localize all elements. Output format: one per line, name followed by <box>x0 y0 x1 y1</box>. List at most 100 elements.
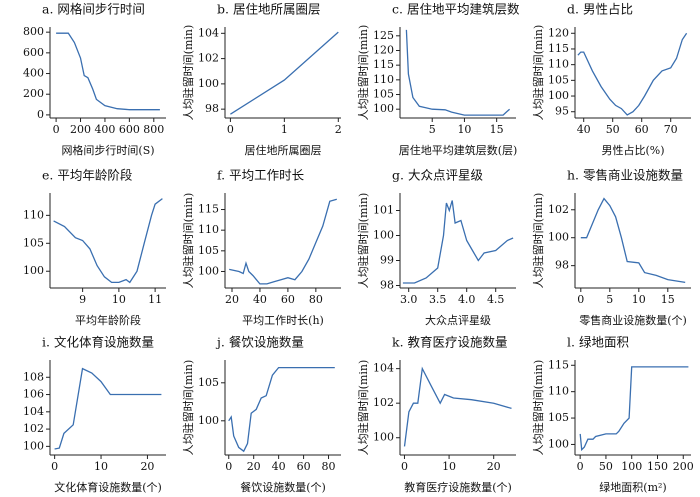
panel-title: j. 餐饮设施数量 <box>215 335 304 350</box>
x-axis-label: 餐饮设施数量(个) <box>240 480 326 494</box>
x-tick-label: 80 <box>322 460 336 473</box>
x-tick-label: 4.5 <box>487 293 505 306</box>
y-tick-label: 106 <box>23 388 44 401</box>
y-tick-label: 120 <box>373 43 394 56</box>
panel-title: g. 大众点评星级 <box>392 168 483 183</box>
x-tick-label: 9 <box>79 293 86 306</box>
y-tick-label: 105 <box>23 236 44 249</box>
line <box>402 200 514 284</box>
line <box>577 32 688 116</box>
y-tick-label: 105 <box>373 88 394 101</box>
x-tick-label: 11 <box>148 293 162 306</box>
x-tick-label: 50 <box>599 460 613 473</box>
y-tick-label: 104 <box>198 26 219 39</box>
x-tick-label: 4.0 <box>458 293 476 306</box>
panel-title: k. 教育医疗设施数量 <box>392 335 508 350</box>
y-tick-label: 99 <box>380 254 394 267</box>
y-tick-label: 104 <box>373 362 394 375</box>
x-tick-label: 800 <box>143 123 164 136</box>
panel-title: l. 绿地面积 <box>567 335 629 350</box>
panel-title: b. 居住地所属圈层 <box>217 2 320 17</box>
x-axis-label: 教育医疗设施数量(个) <box>404 480 512 494</box>
x-axis-label: 居住地平均建筑层数(层) <box>399 143 518 157</box>
y-tick-label: 110 <box>548 58 569 71</box>
x-tick-label: 5 <box>606 293 613 306</box>
y-tick-label: 800 <box>23 25 44 38</box>
x-tick-label: 20 <box>487 460 501 473</box>
x-axis-label: 男性占比(%) <box>601 143 664 157</box>
x-tick-label: 10 <box>442 460 456 473</box>
y-tick-label: 115 <box>548 42 569 55</box>
y-tick-label: 105 <box>198 244 219 257</box>
panel-title: i. 文化体育设施数量 <box>42 335 154 350</box>
x-tick-label: 200 <box>70 123 91 136</box>
y-tick-label: 105 <box>548 411 569 424</box>
y-tick-label: 105 <box>548 73 569 86</box>
x-tick-label: 0 <box>51 460 58 473</box>
y-axis-label: 人均驻留时间(min) <box>181 25 195 121</box>
line <box>229 198 337 285</box>
y-tick-label: 102 <box>198 52 219 65</box>
y-tick-label: 600 <box>23 46 44 59</box>
line <box>230 31 339 115</box>
y-tick-label: 100 <box>548 89 569 102</box>
y-axis-label: 人均驻留时间(min) <box>181 193 195 289</box>
x-tick-label: 15 <box>661 293 675 306</box>
y-tick-label: 110 <box>198 223 219 236</box>
y-tick-label: 102 <box>548 203 569 216</box>
x-tick-label: 0 <box>227 123 234 136</box>
y-tick-label: 98 <box>205 102 219 115</box>
y-tick-label: 110 <box>23 208 44 221</box>
line <box>580 197 686 284</box>
y-tick-label: 100 <box>548 437 569 450</box>
y-tick-label: 98 <box>555 259 569 272</box>
y-axis-label: 人均驻留时间(min) <box>181 360 195 456</box>
line <box>405 29 511 116</box>
y-tick-label: 100 <box>373 102 394 115</box>
x-tick-label: 0 <box>577 293 584 306</box>
x-tick-label: 150 <box>647 460 668 473</box>
y-tick-label: 120 <box>548 26 569 39</box>
x-tick-label: 0 <box>53 123 60 136</box>
y-tick-label: 115 <box>373 58 394 71</box>
x-axis-label: 平均工作时长(h) <box>242 314 324 327</box>
x-tick-label: 10 <box>632 293 646 306</box>
y-tick-label: 108 <box>23 370 44 383</box>
y-tick-label: 98 <box>380 279 394 292</box>
x-tick-label: 40 <box>253 293 267 306</box>
x-axis-label: 大众点评星级 <box>425 313 491 327</box>
x-axis-label: 居住地所属圈层 <box>245 143 322 157</box>
x-tick-label: 15 <box>490 123 504 136</box>
x-tick-label: 20 <box>247 460 261 473</box>
y-axis-label: 人均驻留时间(min) <box>531 193 545 289</box>
x-tick-label: 40 <box>272 460 286 473</box>
y-tick-label: 200 <box>23 87 44 100</box>
y-tick-label: 0 <box>37 108 44 121</box>
x-axis-label: 文化体育设施数量(个) <box>54 480 162 494</box>
x-tick-label: 3.5 <box>429 293 447 306</box>
y-tick-label: 115 <box>198 203 219 216</box>
y-tick-label: 102 <box>373 396 394 409</box>
y-tick-label: 110 <box>548 385 569 398</box>
x-axis-label: 绿地面积(m²) <box>599 480 666 494</box>
line <box>53 198 163 284</box>
panel-title: d. 男性占比 <box>567 2 633 17</box>
line <box>579 366 689 452</box>
panel-title: f. 平均工作时长 <box>217 168 305 183</box>
x-tick-label: 5 <box>429 123 436 136</box>
y-tick-label: 115 <box>548 358 569 371</box>
y-axis-label: 人均驻留时间(min) <box>356 25 370 121</box>
x-axis-label: 网格间步行时间(S) <box>61 143 154 157</box>
x-tick-label: 40 <box>577 123 591 136</box>
y-tick-label: 125 <box>373 29 394 42</box>
x-tick-label: 50 <box>606 123 620 136</box>
line <box>228 366 335 453</box>
x-tick-label: 0 <box>577 460 584 473</box>
x-axis-label: 平均年龄阶段 <box>75 313 141 327</box>
y-tick-label: 105 <box>198 376 219 389</box>
x-tick-label: 2 <box>335 123 342 136</box>
x-tick-label: 3.0 <box>400 293 418 306</box>
y-tick-label: 104 <box>23 405 44 418</box>
panel-title: a. 网格间步行时间 <box>42 2 145 17</box>
y-tick-label: 100 <box>23 264 44 277</box>
